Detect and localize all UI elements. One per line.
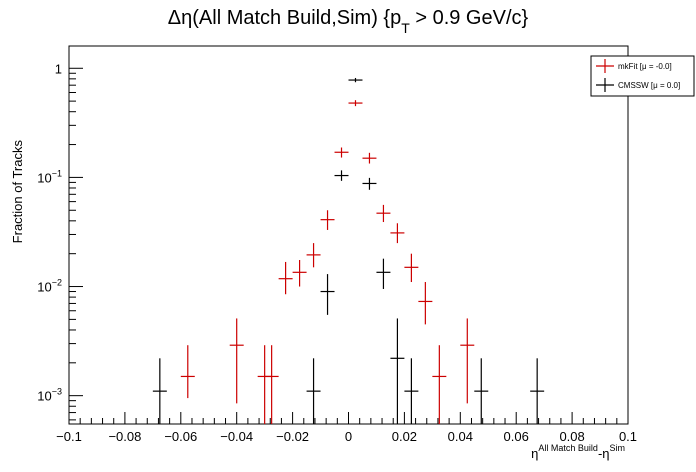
data-series-layer (152, 77, 545, 424)
data-point (152, 358, 167, 424)
x-tick-label: −0.02 (276, 429, 309, 444)
x-axis-label: ηAll Match Build-ηSim (531, 443, 625, 461)
x-tick-label: −0.08 (108, 429, 141, 444)
data-point (376, 204, 391, 223)
data-point (257, 345, 272, 424)
chart-title: Δη(All Match Build,Sim) {pT > 0.9 GeV/c} (168, 7, 529, 36)
data-point (404, 358, 419, 424)
data-point (474, 358, 489, 424)
legend-box (590, 55, 695, 97)
data-point (390, 318, 405, 424)
y-tick-label: 10−3 (37, 387, 62, 404)
data-point (320, 210, 335, 230)
x-tick-label: 0.04 (448, 429, 473, 444)
data-point (348, 77, 363, 83)
data-point (390, 223, 405, 244)
x-tick-label: 0.06 (504, 429, 529, 444)
x-tick-label: 0.1 (619, 429, 637, 444)
series-mkfit (180, 100, 475, 424)
x-tick-label: 0.02 (392, 429, 417, 444)
y-tick-label: 10−1 (37, 168, 62, 185)
data-point (229, 318, 244, 404)
data-point (278, 261, 293, 295)
x-tick-label: 0.08 (559, 429, 584, 444)
data-point (460, 318, 475, 404)
y-tick-label: 10−2 (37, 278, 62, 295)
data-point (334, 170, 349, 181)
data-point (418, 282, 433, 325)
data-point (432, 345, 447, 424)
data-point (362, 177, 377, 190)
data-point (180, 345, 195, 399)
x-tick-label: −0.04 (220, 429, 253, 444)
data-point (348, 100, 363, 107)
data-point (320, 274, 335, 315)
data-point (362, 152, 377, 164)
x-tick-label: −0.06 (164, 429, 197, 444)
x-axis: −0.1 −0.08 −0.06 −0.04 −0.02 0 0.02 0.04 0.06 0.0… (56, 412, 637, 444)
data-point (264, 345, 279, 424)
x-tick-label: 0 (345, 429, 352, 444)
y-axis-label: Fraction of Tracks (10, 140, 25, 244)
series-cmssw (152, 77, 545, 424)
data-point (530, 358, 545, 424)
data-point (404, 253, 419, 283)
x-tick-label: −0.1 (56, 429, 82, 444)
legend: mkFit [μ = -0.0] CMSSW [μ = 0.0] (590, 55, 695, 97)
data-point (292, 260, 307, 287)
y-axis: 1 10−1 10−2 10−3 (37, 61, 83, 421)
legend-label: mkFit [μ = -0.0] (618, 62, 672, 71)
legend-label: CMSSW [μ = 0.0] (618, 81, 680, 90)
y-tick-label: 1 (55, 61, 62, 76)
data-point (306, 358, 321, 424)
data-point (334, 147, 349, 158)
data-point (306, 243, 321, 268)
data-point (376, 258, 391, 289)
